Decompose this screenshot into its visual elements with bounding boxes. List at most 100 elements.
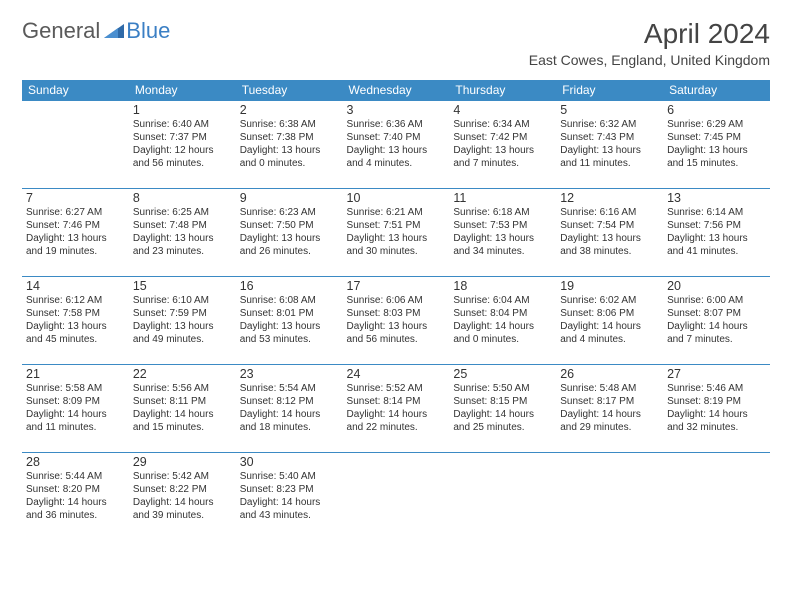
day-detail: Sunrise: 6:02 AM <box>560 294 659 307</box>
day-detail: and 53 minutes. <box>240 333 339 346</box>
day-header: Wednesday <box>343 80 450 101</box>
day-cell: 7Sunrise: 6:27 AMSunset: 7:46 PMDaylight… <box>22 189 129 277</box>
day-detail: Sunrise: 5:50 AM <box>453 382 552 395</box>
week-row: 14Sunrise: 6:12 AMSunset: 7:58 PMDayligh… <box>22 277 770 365</box>
day-cell: 16Sunrise: 6:08 AMSunset: 8:01 PMDayligh… <box>236 277 343 365</box>
location-text: East Cowes, England, United Kingdom <box>529 52 770 68</box>
day-detail: Daylight: 14 hours <box>453 408 552 421</box>
day-number: 8 <box>133 191 232 205</box>
week-row: 7Sunrise: 6:27 AMSunset: 7:46 PMDaylight… <box>22 189 770 277</box>
day-detail: Sunrise: 6:36 AM <box>347 118 446 131</box>
day-detail: Sunset: 8:03 PM <box>347 307 446 320</box>
day-detail: Sunset: 7:40 PM <box>347 131 446 144</box>
day-detail: and 45 minutes. <box>26 333 125 346</box>
day-number: 5 <box>560 103 659 117</box>
day-detail: Sunset: 7:56 PM <box>667 219 766 232</box>
day-detail: Sunset: 7:46 PM <box>26 219 125 232</box>
day-detail: Sunrise: 6:04 AM <box>453 294 552 307</box>
day-detail: Sunset: 7:42 PM <box>453 131 552 144</box>
calendar-table: SundayMondayTuesdayWednesdayThursdayFrid… <box>22 80 770 541</box>
day-number: 16 <box>240 279 339 293</box>
day-detail: Sunrise: 5:42 AM <box>133 470 232 483</box>
day-detail: Daylight: 14 hours <box>133 408 232 421</box>
day-detail: and 32 minutes. <box>667 421 766 434</box>
day-number: 4 <box>453 103 552 117</box>
day-number: 1 <box>133 103 232 117</box>
day-number: 2 <box>240 103 339 117</box>
day-detail: and 0 minutes. <box>453 333 552 346</box>
day-cell: 22Sunrise: 5:56 AMSunset: 8:11 PMDayligh… <box>129 365 236 453</box>
day-detail: Sunrise: 6:32 AM <box>560 118 659 131</box>
day-detail: Sunset: 7:37 PM <box>133 131 232 144</box>
day-detail: and 0 minutes. <box>240 157 339 170</box>
day-cell <box>343 453 450 541</box>
day-detail: Sunrise: 5:58 AM <box>26 382 125 395</box>
day-detail: Sunrise: 6:34 AM <box>453 118 552 131</box>
day-detail: and 15 minutes. <box>133 421 232 434</box>
day-detail: Sunset: 7:58 PM <box>26 307 125 320</box>
day-detail: Daylight: 14 hours <box>240 496 339 509</box>
day-detail: and 26 minutes. <box>240 245 339 258</box>
day-detail: Sunset: 7:45 PM <box>667 131 766 144</box>
day-number: 12 <box>560 191 659 205</box>
day-detail: Sunrise: 5:54 AM <box>240 382 339 395</box>
day-detail: and 23 minutes. <box>133 245 232 258</box>
day-detail: Sunset: 8:17 PM <box>560 395 659 408</box>
day-cell: 20Sunrise: 6:00 AMSunset: 8:07 PMDayligh… <box>663 277 770 365</box>
day-detail: Sunset: 8:15 PM <box>453 395 552 408</box>
header: General Blue April 2024 East Cowes, Engl… <box>22 18 770 68</box>
day-detail: and 39 minutes. <box>133 509 232 522</box>
day-number: 24 <box>347 367 446 381</box>
day-detail: Daylight: 13 hours <box>347 320 446 333</box>
day-detail: Sunrise: 6:40 AM <box>133 118 232 131</box>
day-detail: Sunset: 8:20 PM <box>26 483 125 496</box>
day-detail: Daylight: 13 hours <box>133 320 232 333</box>
day-cell: 3Sunrise: 6:36 AMSunset: 7:40 PMDaylight… <box>343 101 450 189</box>
day-header: Tuesday <box>236 80 343 101</box>
day-cell: 9Sunrise: 6:23 AMSunset: 7:50 PMDaylight… <box>236 189 343 277</box>
day-detail: and 36 minutes. <box>26 509 125 522</box>
day-detail: Sunrise: 6:38 AM <box>240 118 339 131</box>
day-detail: Sunrise: 6:18 AM <box>453 206 552 219</box>
day-cell: 13Sunrise: 6:14 AMSunset: 7:56 PMDayligh… <box>663 189 770 277</box>
day-cell: 24Sunrise: 5:52 AMSunset: 8:14 PMDayligh… <box>343 365 450 453</box>
day-detail: and 4 minutes. <box>347 157 446 170</box>
day-cell: 15Sunrise: 6:10 AMSunset: 7:59 PMDayligh… <box>129 277 236 365</box>
day-number: 19 <box>560 279 659 293</box>
logo-text-general: General <box>22 18 100 44</box>
day-number: 15 <box>133 279 232 293</box>
day-number: 11 <box>453 191 552 205</box>
day-cell: 19Sunrise: 6:02 AMSunset: 8:06 PMDayligh… <box>556 277 663 365</box>
day-detail: Sunrise: 5:44 AM <box>26 470 125 483</box>
day-cell: 21Sunrise: 5:58 AMSunset: 8:09 PMDayligh… <box>22 365 129 453</box>
day-detail: Sunrise: 5:52 AM <box>347 382 446 395</box>
day-detail: Daylight: 13 hours <box>560 232 659 245</box>
day-cell: 26Sunrise: 5:48 AMSunset: 8:17 PMDayligh… <box>556 365 663 453</box>
day-number: 29 <box>133 455 232 469</box>
day-detail: Sunrise: 6:23 AM <box>240 206 339 219</box>
day-detail: Sunrise: 6:12 AM <box>26 294 125 307</box>
day-detail: Daylight: 14 hours <box>347 408 446 421</box>
day-cell: 29Sunrise: 5:42 AMSunset: 8:22 PMDayligh… <box>129 453 236 541</box>
day-detail: and 41 minutes. <box>667 245 766 258</box>
day-number: 9 <box>240 191 339 205</box>
day-detail: Daylight: 13 hours <box>453 232 552 245</box>
day-cell: 4Sunrise: 6:34 AMSunset: 7:42 PMDaylight… <box>449 101 556 189</box>
day-detail: Daylight: 14 hours <box>26 408 125 421</box>
day-cell: 17Sunrise: 6:06 AMSunset: 8:03 PMDayligh… <box>343 277 450 365</box>
day-detail: Sunset: 8:06 PM <box>560 307 659 320</box>
day-detail: Daylight: 13 hours <box>667 232 766 245</box>
day-detail: Daylight: 13 hours <box>347 232 446 245</box>
day-number: 3 <box>347 103 446 117</box>
page-title: April 2024 <box>529 18 770 50</box>
day-number: 10 <box>347 191 446 205</box>
day-detail: and 22 minutes. <box>347 421 446 434</box>
week-row: 21Sunrise: 5:58 AMSunset: 8:09 PMDayligh… <box>22 365 770 453</box>
day-detail: Sunset: 8:11 PM <box>133 395 232 408</box>
day-detail: Sunset: 7:53 PM <box>453 219 552 232</box>
day-detail: and 56 minutes. <box>347 333 446 346</box>
day-detail: Sunrise: 5:40 AM <box>240 470 339 483</box>
day-detail: and 11 minutes. <box>560 157 659 170</box>
day-number: 30 <box>240 455 339 469</box>
day-detail: Daylight: 14 hours <box>667 320 766 333</box>
